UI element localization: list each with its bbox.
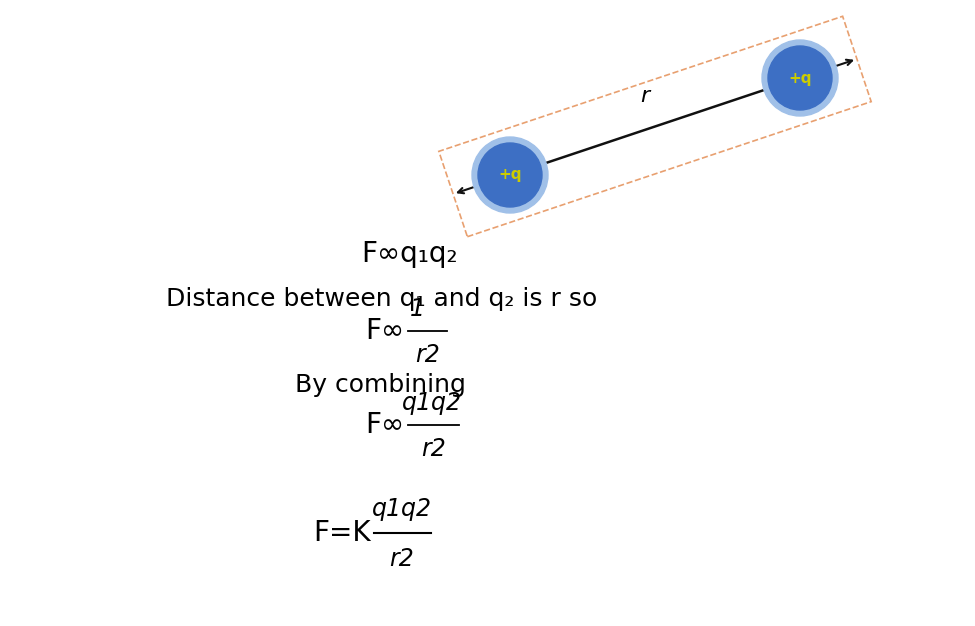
Text: F∞: F∞ [366,317,405,345]
Text: By combining: By combining [294,373,466,397]
Text: F∞q₁q₂: F∞q₁q₂ [361,240,458,267]
Text: r2: r2 [414,343,440,367]
Circle shape [762,40,838,116]
Text: F=K: F=K [313,518,370,546]
Circle shape [478,143,542,207]
Text: q1q2: q1q2 [402,391,461,415]
Text: 1: 1 [410,297,425,321]
Text: r2: r2 [421,437,446,461]
Text: r2: r2 [390,546,414,571]
Text: Distance between q₁ and q₂ is r so: Distance between q₁ and q₂ is r so [166,287,597,311]
Circle shape [472,137,548,213]
Text: q1q2: q1q2 [371,496,432,521]
Text: r: r [641,86,649,106]
Circle shape [768,46,832,110]
Text: +q: +q [788,71,812,86]
Text: +q: +q [498,168,522,183]
Text: F∞: F∞ [366,411,405,439]
